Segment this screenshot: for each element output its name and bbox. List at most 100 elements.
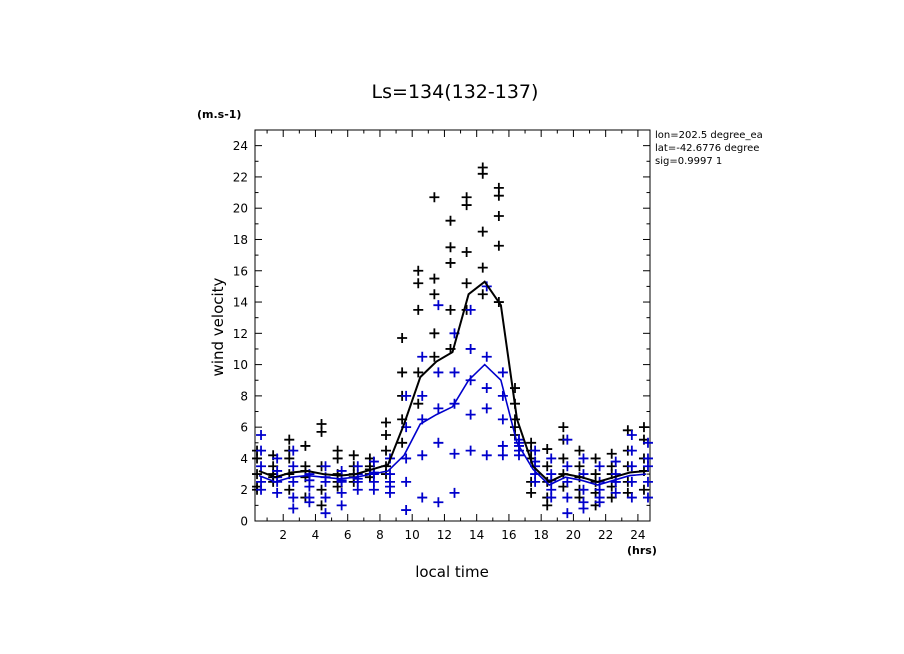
scatter-point xyxy=(477,289,488,300)
scatter-point xyxy=(417,390,428,401)
scatter-point xyxy=(401,505,412,516)
scatter-point xyxy=(300,440,311,451)
y-tick-label: 22 xyxy=(233,170,248,184)
scatter-point xyxy=(368,484,379,495)
scatter-point xyxy=(638,422,649,433)
scatter-point xyxy=(433,497,444,508)
scatter-point xyxy=(626,492,637,503)
scatter-point xyxy=(562,434,573,445)
scatter-point xyxy=(610,456,621,467)
scatter-point xyxy=(256,484,267,495)
scatter-point xyxy=(401,390,412,401)
scatter-point xyxy=(288,461,299,472)
scatter-point xyxy=(445,215,456,226)
scatter-point xyxy=(449,487,460,498)
scatter-point xyxy=(542,444,553,455)
x-tick-label: 6 xyxy=(344,528,352,542)
scatter-point xyxy=(316,500,327,511)
scatter-point xyxy=(429,328,440,339)
plot-marks xyxy=(252,162,653,519)
y-tick-label: 10 xyxy=(233,358,248,372)
scatter-point xyxy=(417,450,428,461)
scatter-point xyxy=(304,497,315,508)
scatter-point xyxy=(626,429,637,440)
scatter-point xyxy=(493,240,504,251)
x-unit-label: (hrs) xyxy=(627,544,657,557)
scatter-point xyxy=(558,453,569,464)
scatter-point xyxy=(574,461,585,472)
scatter-point xyxy=(397,437,408,448)
scatter-point xyxy=(578,503,589,514)
scatter-point xyxy=(397,367,408,378)
scatter-point xyxy=(336,487,347,498)
scatter-point xyxy=(401,476,412,487)
scatter-point xyxy=(497,450,508,461)
scatter-point xyxy=(433,300,444,311)
scatter-point xyxy=(461,200,472,211)
mean-line xyxy=(258,363,647,486)
scatter-point xyxy=(256,461,267,472)
x-tick-label: 8 xyxy=(376,528,384,542)
x-tick-label: 24 xyxy=(630,528,645,542)
scatter-point xyxy=(546,453,557,464)
scatter-point xyxy=(526,487,537,498)
scatter-point xyxy=(562,492,573,503)
scatter-point xyxy=(481,351,492,362)
y-tick-label: 16 xyxy=(233,264,248,278)
scatter-point xyxy=(433,437,444,448)
scatter-point xyxy=(513,450,524,461)
scatter-point xyxy=(368,456,379,467)
x-tick-label: 4 xyxy=(312,528,320,542)
scatter-point xyxy=(481,450,492,461)
scatter-point xyxy=(401,453,412,464)
scatter-point xyxy=(429,273,440,284)
scatter-point xyxy=(348,450,359,461)
scatter-point xyxy=(413,265,424,276)
scatter-point xyxy=(642,437,653,448)
scatter-point xyxy=(610,476,621,487)
scatter-point xyxy=(642,492,653,503)
y-axis-label: wind velocity xyxy=(209,277,227,376)
scatter-point xyxy=(284,453,295,464)
x-tick-label: 18 xyxy=(534,528,549,542)
scatter-point xyxy=(445,304,456,315)
scatter-point xyxy=(461,278,472,289)
scatter-point xyxy=(558,422,569,433)
scatter-point xyxy=(429,351,440,362)
scatter-point xyxy=(433,403,444,414)
scatter-point xyxy=(465,445,476,456)
scatter-point xyxy=(352,484,363,495)
scatter-point xyxy=(493,190,504,201)
scatter-point xyxy=(288,476,299,487)
scatter-point xyxy=(477,168,488,179)
scatter-point xyxy=(562,476,573,487)
scatter-point xyxy=(493,211,504,222)
scatter-point xyxy=(642,461,653,472)
y-tick-label: 2 xyxy=(240,483,248,497)
scatter-point xyxy=(413,278,424,289)
y-tick-label: 6 xyxy=(240,421,248,435)
scatter-point xyxy=(288,492,299,503)
scatter-point xyxy=(461,246,472,257)
scatter-point xyxy=(316,426,327,437)
scatter-point xyxy=(252,469,263,480)
scatter-point xyxy=(497,390,508,401)
scatter-point xyxy=(574,445,585,456)
scatter-point xyxy=(320,492,331,503)
annotation-lat: lat=-42.6776 degree xyxy=(655,143,759,154)
x-tick-label: 16 xyxy=(501,528,516,542)
scatter-point xyxy=(413,367,424,378)
scatter-point xyxy=(562,461,573,472)
y-tick-label: 24 xyxy=(233,139,248,153)
scatter-point xyxy=(381,417,392,428)
scatter-point xyxy=(497,367,508,378)
scatter-point xyxy=(594,497,605,508)
scatter-point xyxy=(481,403,492,414)
scatter-point xyxy=(272,453,283,464)
scatter-point xyxy=(352,473,363,484)
scatter-point xyxy=(642,476,653,487)
x-axis-label: local time xyxy=(415,563,489,581)
scatter-point xyxy=(465,375,476,386)
scatter-point xyxy=(433,367,444,378)
